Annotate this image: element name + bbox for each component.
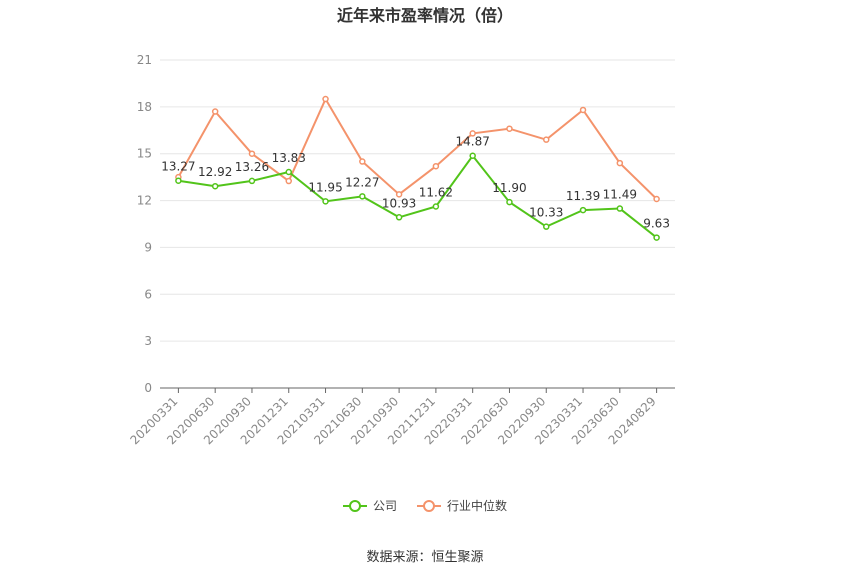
series-point-0 [432, 203, 440, 210]
series-point-0 [653, 234, 660, 241]
data-label: 13.26 [235, 160, 269, 174]
series-point-1 [395, 191, 403, 198]
chart-title: 近年来市盈率情况（倍） [336, 6, 513, 25]
y-tick-label: 3 [144, 334, 152, 348]
legend-item-industry-median[interactable]: 行业中位数 [417, 497, 507, 514]
data-label: 11.62 [419, 186, 453, 200]
y-tick-label: 9 [144, 240, 152, 254]
series-line-1 [177, 96, 658, 200]
series-point-1 [211, 108, 219, 115]
series-point-1 [432, 162, 440, 170]
data-label: 14.87 [455, 135, 489, 149]
series-point-0 [248, 177, 256, 185]
grid-lines [160, 59, 675, 342]
series-point-1 [653, 195, 660, 203]
series-point-1 [469, 130, 476, 137]
y-tick-label: 18 [137, 100, 152, 114]
legend: 公司 行业中位数 [0, 497, 850, 514]
series-point-1 [248, 150, 256, 157]
source-note: 数据来源：恒生聚源 [366, 550, 484, 565]
legend-swatch-industry-median [417, 499, 441, 512]
series-point-1 [543, 136, 550, 143]
legend-item-company[interactable]: 公司 [342, 497, 397, 514]
data-label: 11.90 [492, 181, 526, 195]
y-tick-label: 12 [137, 194, 152, 208]
series-point-0 [579, 206, 587, 214]
data-label: 13.83 [272, 151, 306, 165]
legend-label-industry-median: 行业中位数 [447, 499, 508, 513]
series-point-0 [285, 168, 292, 176]
series-point-0 [616, 205, 624, 212]
series-point-1 [579, 106, 587, 114]
series-point-0 [175, 177, 182, 184]
data-label: 11.49 [603, 188, 637, 202]
series-point-0 [211, 182, 219, 190]
series-point-0 [469, 152, 476, 159]
legend-label-company: 公司 [372, 499, 397, 513]
data-label: 13.27 [161, 160, 195, 174]
data-label: 11.39 [566, 189, 600, 203]
series-point-1 [322, 95, 329, 103]
data-label: 9.63 [643, 217, 670, 231]
y-tick-label: 15 [137, 147, 152, 161]
data-label: 12.27 [345, 175, 379, 189]
series-point-1 [285, 177, 292, 185]
data-label: 12.92 [198, 165, 232, 179]
axes: 0369121518212020033120200630202009302020… [127, 53, 675, 447]
data-label: 10.33 [529, 206, 563, 220]
y-tick-label: 21 [137, 53, 152, 67]
data-label: 11.95 [308, 180, 342, 194]
series-point-0 [395, 214, 403, 221]
series-point-1 [506, 125, 513, 132]
series-point-1 [616, 159, 624, 167]
y-tick-label: 6 [144, 287, 152, 301]
series [175, 95, 660, 241]
data-label: 10.93 [382, 196, 416, 210]
legend-swatch-company [342, 499, 367, 512]
series-point-0 [359, 193, 366, 200]
series-point-0 [506, 198, 513, 206]
series-point-0 [543, 223, 550, 230]
series-point-1 [359, 158, 366, 165]
series-line-0 [178, 154, 658, 239]
series-point-0 [322, 198, 329, 205]
y-tick-label: 0 [144, 381, 152, 395]
